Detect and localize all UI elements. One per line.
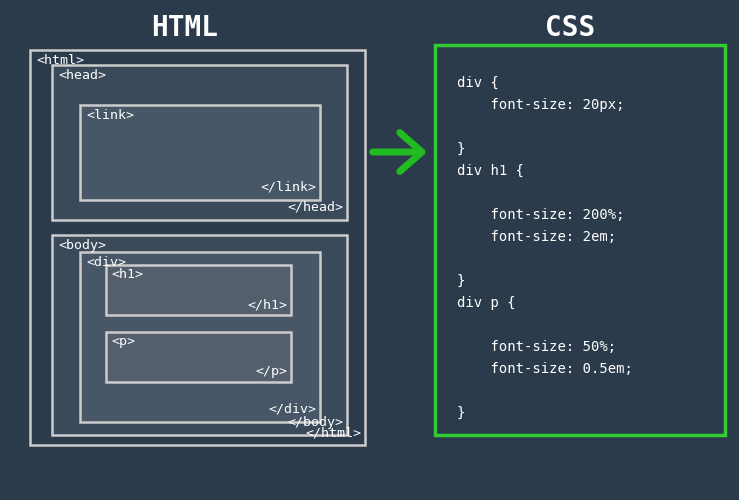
Text: font-size: 2em;: font-size: 2em; <box>457 230 616 244</box>
Text: <h1>: <h1> <box>111 268 143 281</box>
Bar <box>80 252 320 422</box>
Text: <div>: <div> <box>86 256 126 269</box>
Text: HTML: HTML <box>151 14 219 42</box>
Text: }: } <box>457 142 466 156</box>
Text: <head>: <head> <box>58 69 106 82</box>
Text: </html>: </html> <box>305 426 361 439</box>
Bar <box>106 265 291 315</box>
Bar <box>52 235 347 435</box>
Text: </p>: </p> <box>255 365 287 378</box>
Text: font-size: 0.5em;: font-size: 0.5em; <box>457 362 633 376</box>
Text: }: } <box>457 406 466 420</box>
Bar <box>106 332 291 382</box>
Text: div h1 {: div h1 { <box>457 164 524 178</box>
Text: font-size: 200%;: font-size: 200%; <box>457 208 624 222</box>
Bar <box>30 50 365 445</box>
Text: }: } <box>457 274 466 288</box>
Text: CSS: CSS <box>545 14 595 42</box>
Text: </head>: </head> <box>287 201 343 214</box>
Text: font-size: 50%;: font-size: 50%; <box>457 340 616 354</box>
Text: </link>: </link> <box>260 181 316 194</box>
Text: </div>: </div> <box>268 403 316 416</box>
Bar <box>435 45 725 435</box>
Text: font-size: 20px;: font-size: 20px; <box>457 98 624 112</box>
Text: <link>: <link> <box>86 109 134 122</box>
Text: div p {: div p { <box>457 296 516 310</box>
Text: <p>: <p> <box>111 335 135 348</box>
Bar <box>80 105 320 200</box>
Text: <html>: <html> <box>36 54 84 67</box>
FancyArrowPatch shape <box>372 132 422 172</box>
Text: <body>: <body> <box>58 239 106 252</box>
Text: div {: div { <box>457 76 499 90</box>
Text: </body>: </body> <box>287 416 343 429</box>
Bar <box>52 65 347 220</box>
Text: </h1>: </h1> <box>247 298 287 311</box>
